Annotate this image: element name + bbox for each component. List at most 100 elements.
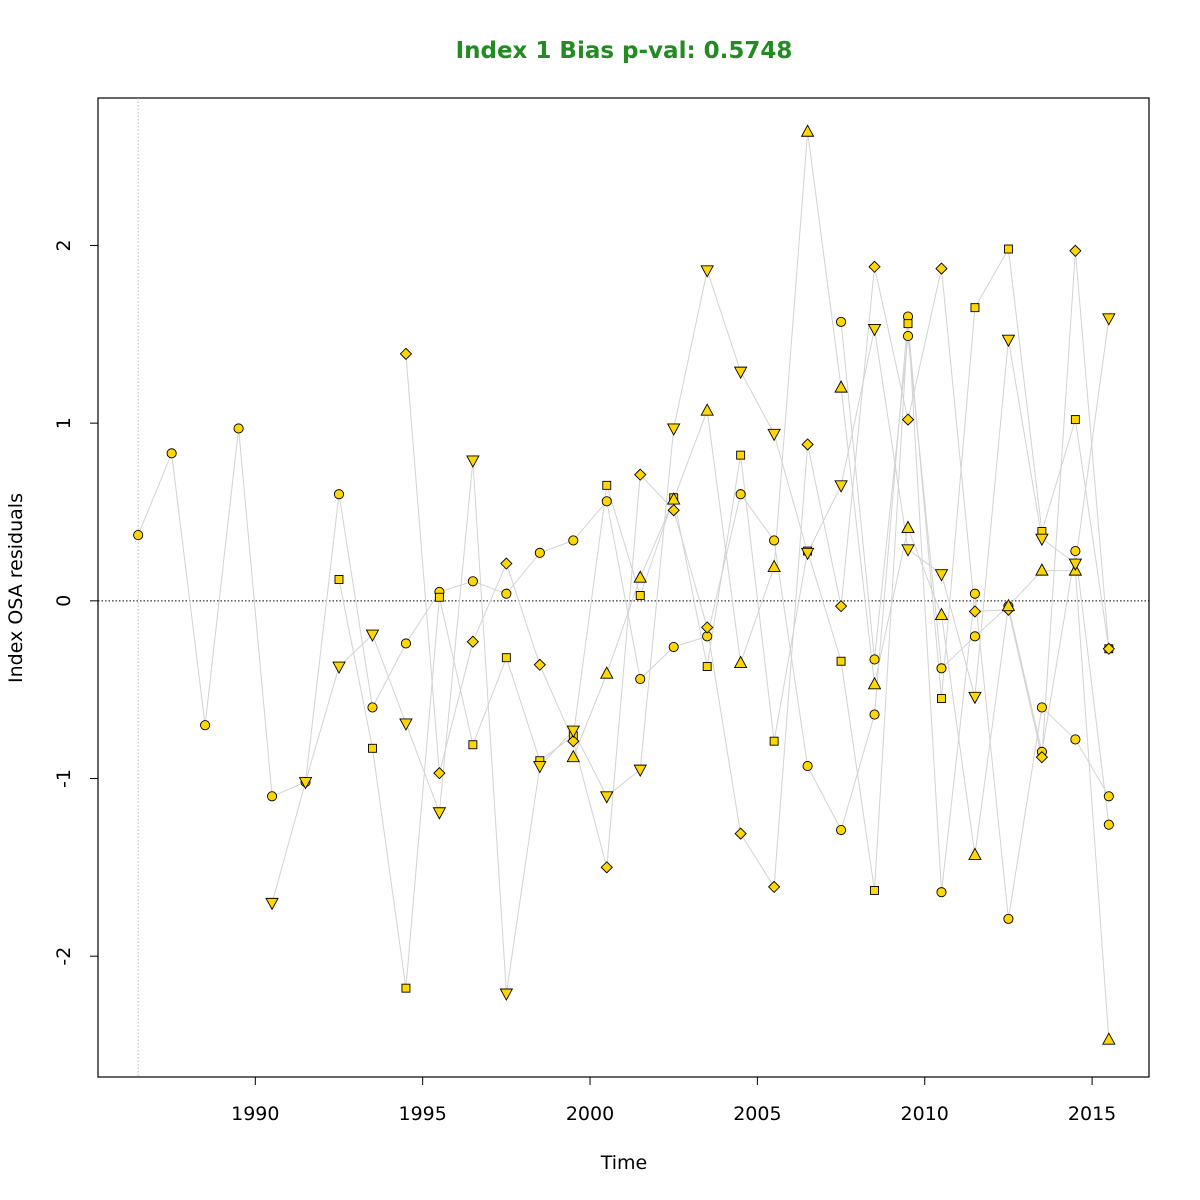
data-point-s1-5 [267,791,278,802]
series-line-5 [572,131,1110,1040]
x-tick-label: 2005 [733,1103,781,1125]
data-point-s1-11 [467,576,478,587]
data-point-s1-25 [936,887,947,898]
data-point-s5-12 [934,607,949,620]
data-point-s4-11 [734,827,747,840]
data-point-s1-7 [333,489,345,500]
data-point-s5-1 [566,749,581,763]
data-point-s2-9 [1103,819,1114,830]
data-point-s1-22 [836,824,847,836]
data-point-s3-20 [970,303,980,313]
data-point-s4-1 [399,347,413,360]
data-point-s1-12 [501,588,512,599]
data-point-s4-2 [433,767,446,780]
data-point-s6-3 [332,661,346,675]
data-point-s1-2 [166,448,177,459]
data-point-s1-4 [233,423,244,434]
data-point-s6-6 [432,807,447,820]
series-line-3 [338,247,1110,989]
data-point-s6-4 [365,629,380,643]
data-point-s4-8 [634,468,647,481]
x-tick-label: 2015 [1068,1103,1116,1125]
data-point-s4-14 [834,600,848,613]
data-point-s3-21 [1003,244,1013,254]
data-points [133,124,1116,1045]
data-point-s6-25 [1068,558,1083,571]
x-axis-label: Time [600,1152,648,1174]
data-point-s4-22 [1102,642,1115,655]
data-point-s1-14 [568,535,579,546]
data-point-s5-10 [867,676,882,690]
data-point-s3-6 [501,653,511,663]
data-point-s1-17 [668,641,679,653]
data-point-s3-10 [635,591,645,600]
y-tick-label: 0 [53,595,75,607]
data-point-s1-29 [1070,734,1081,745]
y-tick-label: -2 [53,947,75,966]
series-line-1 [137,316,1110,919]
data-point-s1-30 [1103,791,1114,802]
data-point-s3-4 [434,592,444,602]
data-point-s6-1 [265,897,279,911]
data-point-s4-9 [667,504,680,517]
data-point-s3-14 [769,736,779,746]
data-point-s6-14 [700,265,714,278]
y-axis: -2 -1 0 1 2 [53,239,99,966]
data-point-s5-17 [1102,1032,1116,1045]
data-point-s3-23 [1070,415,1080,425]
data-point-s6-7 [466,455,480,468]
data-point-s5-9 [834,380,848,393]
data-point-s1-16 [635,673,646,685]
data-point-s3-3 [401,983,411,993]
data-point-s1-26 [969,588,980,599]
data-point-s4-4 [500,557,513,570]
data-point-s6-2 [298,777,313,790]
data-point-s1-15 [601,496,612,507]
data-point-s6-11 [600,791,614,804]
data-point-s6-5 [399,718,413,731]
data-point-s3-17 [870,885,879,895]
data-point-s1-3 [200,720,211,731]
data-point-s1-27 [1003,913,1014,924]
data-point-s4-21 [1069,244,1082,257]
data-point-s6-21 [934,569,949,582]
data-point-s6-20 [901,544,915,557]
data-point-s4-10 [701,621,714,634]
data-point-s6-26 [1102,313,1116,326]
data-point-s3-18 [903,319,913,329]
data-point-s2-2 [869,654,880,665]
chart-title: Index 1 Bias p-val: 0.5748 [456,38,793,64]
data-point-s3-2 [368,743,377,753]
data-point-s6-13 [666,423,681,436]
x-axis: 1990 1995 2000 2005 2010 2015 [231,1076,1116,1125]
data-point-s4-3 [466,635,480,648]
data-point-s1-13 [534,547,545,558]
data-point-s4-5 [533,658,546,671]
y-axis-label: Index OSA residuals [5,493,27,683]
data-point-s4-7 [600,861,613,874]
data-point-s5-3 [633,570,647,583]
data-point-s6-19 [867,324,882,337]
x-tick-label: 1990 [231,1103,279,1125]
data-point-s6-18 [834,480,848,493]
data-point-s6-17 [800,547,815,561]
data-point-s3-5 [468,740,478,750]
x-tick-label: 2010 [901,1103,949,1125]
data-point-s1-28 [1036,702,1047,713]
data-point-s4-17 [935,262,948,275]
data-point-s6-16 [767,428,781,442]
y-tick-label: 1 [53,417,75,429]
data-point-s1-19 [735,489,746,500]
x-tick-label: 1995 [398,1103,446,1125]
data-point-s2-8 [1070,546,1081,557]
data-point-s5-6 [733,655,748,668]
data-point-s3-19 [937,694,946,703]
data-point-s5-7 [767,559,781,573]
series-line-6 [271,268,1110,994]
data-point-s6-8 [499,988,514,1001]
data-point-s2-5 [969,631,980,642]
data-point-s4-20 [1035,751,1049,764]
data-point-s6-12 [633,764,647,778]
data-point-s6-23 [1001,334,1016,348]
